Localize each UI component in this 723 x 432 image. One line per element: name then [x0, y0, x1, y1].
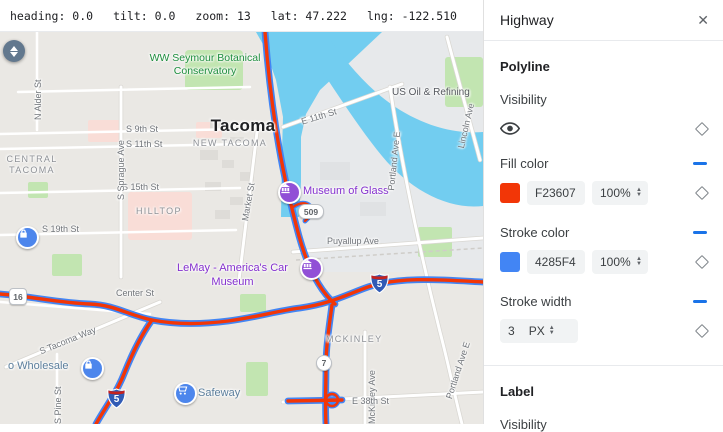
stroke-width-unit: PX	[528, 324, 545, 338]
street-label-alder: N Alder St	[33, 79, 43, 120]
stroke-width-inherit-diamond-icon[interactable]	[694, 323, 710, 339]
poi-label-conservatory[interactable]: WW Seymour Botanical Conservatory	[149, 52, 261, 78]
section-heading-label: Label	[500, 384, 534, 399]
fill-color-override-dash[interactable]	[693, 162, 707, 165]
lock-icon	[20, 229, 27, 238]
map-canvas[interactable]	[0, 32, 483, 424]
fill-opacity-input[interactable]: 100% ▲ ▼	[592, 181, 648, 205]
district-label-central-tacoma: CENTRAL TACOMA	[6, 154, 58, 176]
stroke-color-swatch[interactable]	[500, 252, 520, 272]
stroke-color-label: Stroke color	[500, 225, 570, 240]
street-label-sprague: S Sprague Ave	[116, 140, 126, 200]
arrow-down-icon	[10, 51, 18, 57]
stroke-hex-input[interactable]: 4285F4	[527, 250, 585, 274]
route-shield-16: 16	[9, 288, 27, 305]
section-divider	[484, 365, 723, 366]
lock-icon	[85, 360, 92, 369]
fill-hex-input[interactable]: F23607	[527, 181, 585, 205]
poi-marker-lock[interactable]	[16, 226, 39, 249]
poi-label-safeway[interactable]: Safeway	[198, 387, 241, 399]
readout-lat: lat: 47.222	[270, 8, 347, 23]
visibility-eye-icon[interactable]	[500, 121, 520, 136]
readout-lng: lng: -122.510	[366, 8, 457, 23]
district-label-hilltop: HILLTOP	[136, 206, 182, 216]
water-layer	[256, 32, 483, 217]
fill-color-swatch[interactable]	[500, 183, 520, 203]
street-label-s19th: S 19th St	[42, 224, 80, 234]
poi-label-museum-of-glass[interactable]: Museum of Glass	[303, 185, 389, 197]
arrow-up-icon	[10, 45, 18, 51]
shopping-cart-icon	[177, 385, 188, 395]
interstate-shield-icon	[107, 388, 126, 409]
city-label-tacoma: Tacoma	[210, 116, 276, 135]
district-label-mckinley: MCKINLEY	[326, 334, 383, 344]
section-heading-polyline: Polyline	[500, 59, 550, 74]
street-label-puyallup: Puyallup Ave	[327, 236, 379, 246]
street-label-e38th: E 38th St	[352, 396, 390, 406]
poi-label-wholesale[interactable]: o Wholesale	[8, 360, 69, 372]
stroke-width-label: Stroke width	[500, 294, 572, 309]
poi-marker-wholesale[interactable]	[81, 357, 104, 380]
street-label-s11th: S 11th St	[126, 139, 163, 149]
interstate-shield-5: 5	[370, 273, 389, 294]
stroke-width-stepper[interactable]: ▲ ▼	[548, 325, 555, 336]
close-icon[interactable]: ✕	[697, 12, 709, 28]
street-label-s9th: S 9th St	[126, 124, 159, 134]
zoom-control[interactable]	[3, 40, 25, 62]
readout-zoom: zoom: 13	[195, 8, 251, 23]
stroke-width-override-dash[interactable]	[693, 300, 707, 303]
museum-icon	[280, 183, 291, 194]
readout-tilt: tilt: 0.0	[113, 8, 176, 23]
poi-marker-lemay-museum[interactable]	[300, 257, 323, 280]
panel-header: Highway ✕	[484, 0, 723, 41]
interstate-shield-5-south: 5	[107, 388, 126, 409]
route-shield-7: 7	[316, 355, 332, 371]
street-label-s15th: S 15th St	[122, 182, 160, 192]
roads-layer	[0, 32, 483, 424]
label-visibility-label: Visibility	[500, 417, 547, 432]
interstate-shield-icon	[370, 273, 389, 294]
style-editor-panel: Highway ✕ Polyline Visibility Fill color…	[483, 0, 723, 432]
poi-label-lemay[interactable]: LeMay - America's Car Museum	[177, 262, 288, 288]
fill-color-label: Fill color	[500, 156, 549, 171]
stroke-opacity-input[interactable]: 100% ▲ ▼	[592, 250, 648, 274]
railway-line	[295, 247, 483, 261]
stroke-color-inherit-diamond-icon[interactable]	[694, 254, 710, 270]
visibility-inherit-diamond-icon[interactable]	[694, 121, 710, 136]
panel-title: Highway	[500, 12, 554, 28]
stroke-width-input[interactable]: 3 PX ▲ ▼	[500, 319, 578, 343]
street-label-center-st: Center St	[116, 288, 155, 298]
readout-heading: heading: 0.0	[10, 8, 94, 23]
stroke-opacity-stepper[interactable]: ▲ ▼	[636, 256, 642, 267]
poi-label-us-oil[interactable]: US Oil & Refining	[392, 87, 470, 98]
district-label-new-tacoma: NEW TACOMA	[192, 138, 268, 148]
stroke-color-override-dash[interactable]	[693, 231, 707, 234]
poi-marker-safeway[interactable]	[174, 382, 197, 405]
visibility-label: Visibility	[500, 92, 547, 107]
fill-opacity-stepper[interactable]: ▲ ▼	[636, 187, 642, 198]
museum-icon	[302, 259, 313, 270]
fill-color-inherit-diamond-icon[interactable]	[694, 185, 710, 201]
street-label-pine: S Pine St	[53, 386, 63, 424]
map-viewport[interactable]: WW Seymour Botanical Conservatory Tacoma…	[0, 32, 483, 424]
camera-readout-bar: heading: 0.0 tilt: 0.0 zoom: 13 lat: 47.…	[0, 0, 483, 32]
poi-marker-museum-of-glass[interactable]	[278, 181, 301, 204]
route-shield-509: 509	[298, 204, 324, 219]
